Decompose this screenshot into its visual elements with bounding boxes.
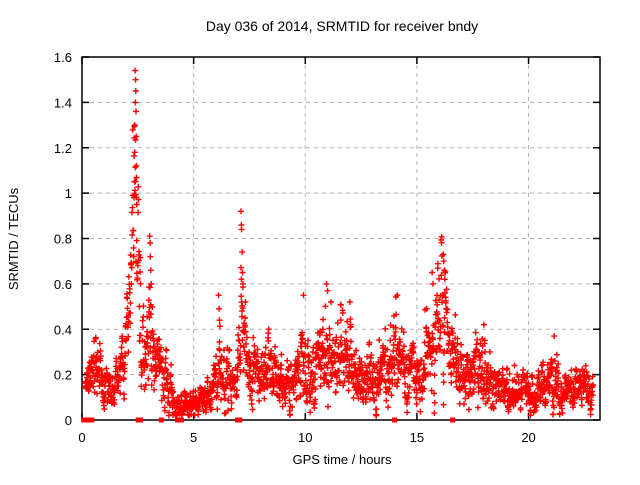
- zero-value-square-marker: [89, 417, 95, 423]
- zero-value-square-marker: [178, 417, 184, 423]
- y-tick-label: 0.6: [54, 277, 72, 292]
- zero-value-square-marker: [450, 417, 456, 423]
- zero-value-square-marker: [237, 417, 243, 423]
- chart-title: Day 036 of 2014, SRMTID for receiver bnd…: [206, 18, 478, 34]
- zero-value-square-marker: [137, 417, 143, 423]
- x-axis-label: GPS time / hours: [293, 452, 392, 467]
- y-tick-label: 1: [65, 186, 72, 201]
- y-tick-label: 0: [65, 413, 72, 428]
- zero-value-square-marker: [392, 417, 398, 423]
- zero-value-square-marker: [175, 417, 181, 423]
- x-tick-label: 0: [78, 430, 85, 445]
- y-tick-label: 0.4: [54, 322, 72, 337]
- scatter-plus-markers: [82, 67, 597, 419]
- y-tick-label: 1.4: [54, 95, 72, 110]
- tick-labels: 0 5 10 15 20 0 0.2 0.4 0.6 0.8 1 1.2 1.4 1.6: [54, 50, 536, 445]
- y-tick-label: 0.8: [54, 232, 72, 247]
- x-tick-label: 10: [298, 430, 312, 445]
- zero-value-square-marker: [158, 417, 164, 423]
- y-tick-label: 1.2: [54, 141, 72, 156]
- data-points: [81, 67, 597, 423]
- y-axis-label: SRMTID / TECUs: [6, 187, 21, 290]
- x-tick-label: 20: [521, 430, 535, 445]
- x-tick-label: 5: [190, 430, 197, 445]
- x-tick-label: 15: [410, 430, 424, 445]
- y-tick-label: 1.6: [54, 50, 72, 65]
- y-tick-label: 0.2: [54, 368, 72, 383]
- gridlines: [82, 57, 600, 420]
